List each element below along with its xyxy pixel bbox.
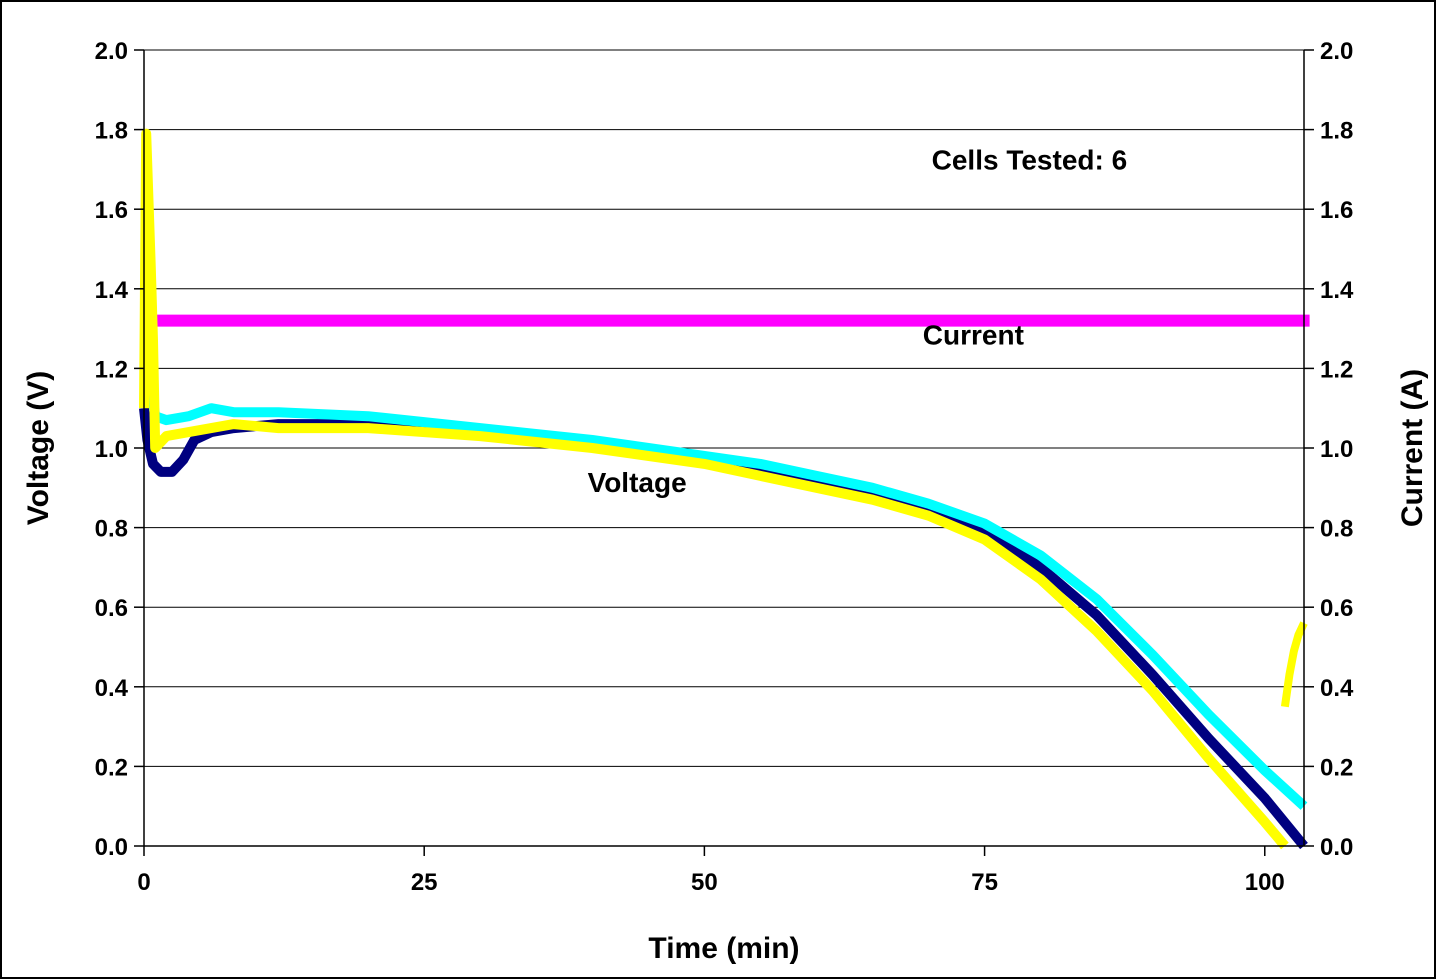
y-tick-label-10: 2.0 — [95, 38, 128, 65]
y-tick-label-1: 0.2 — [95, 754, 128, 781]
y2-tick-label-9: 1.8 — [1320, 118, 1353, 145]
series-line-4 — [1280, 621, 1308, 708]
y-tick-label-2: 0.4 — [95, 675, 129, 702]
y-tick-label-8: 1.6 — [95, 197, 128, 224]
y-tick-label-9: 1.8 — [95, 118, 128, 145]
y-tick-label-6: 1.2 — [95, 356, 128, 383]
tick-labels: 0.0 0.0 0.2 0.2 0.4 0.4 0.6 0.6 0.8 0.8 1.0 1.0 1.2 1… — [95, 38, 1354, 896]
annotation-cells-tested: Cells Tested: 6 — [932, 144, 1128, 175]
y2-tick-label-0: 0.0 — [1320, 834, 1353, 861]
y-axis-title: Voltage (V) — [22, 371, 55, 525]
y-tick-label-0: 0.0 — [95, 834, 128, 861]
y2-axis-title: Current (A) — [1396, 369, 1429, 527]
y2-tick-label-6: 1.2 — [1320, 356, 1353, 383]
series-line-3 — [139, 128, 1289, 850]
y-tick-label-5: 1.0 — [95, 436, 128, 463]
gridlines — [144, 49, 1304, 767]
x-tick-label-4: 100 — [1245, 869, 1285, 896]
y2-tick-label-1: 0.2 — [1320, 754, 1353, 781]
x-tick-label-1: 25 — [411, 869, 438, 896]
x-tick-label-3: 75 — [971, 869, 998, 896]
y2-tick-label-8: 1.6 — [1320, 197, 1353, 224]
series-line-2 — [141, 340, 1308, 810]
y2-tick-label-7: 1.4 — [1320, 277, 1354, 304]
x-tick-label-0: 0 — [137, 869, 150, 896]
y2-tick-label-2: 0.4 — [1320, 675, 1354, 702]
series-layer — [139, 128, 1310, 850]
y2-tick-label-10: 2.0 — [1320, 38, 1353, 65]
x-tick-label-2: 50 — [691, 869, 718, 896]
y-tick-label-4: 0.8 — [95, 516, 128, 543]
annotation-voltage: Voltage — [588, 467, 687, 498]
x-axis-title: Time (min) — [648, 932, 799, 965]
y-tick-label-7: 1.4 — [95, 277, 129, 304]
axes — [134, 49, 1314, 856]
y2-tick-label-3: 0.6 — [1320, 595, 1353, 622]
y2-tick-label-4: 0.8 — [1320, 516, 1353, 543]
annotation-current: Current — [923, 320, 1024, 351]
y-tick-label-3: 0.6 — [95, 595, 128, 622]
y2-tick-label-5: 1.0 — [1320, 436, 1353, 463]
